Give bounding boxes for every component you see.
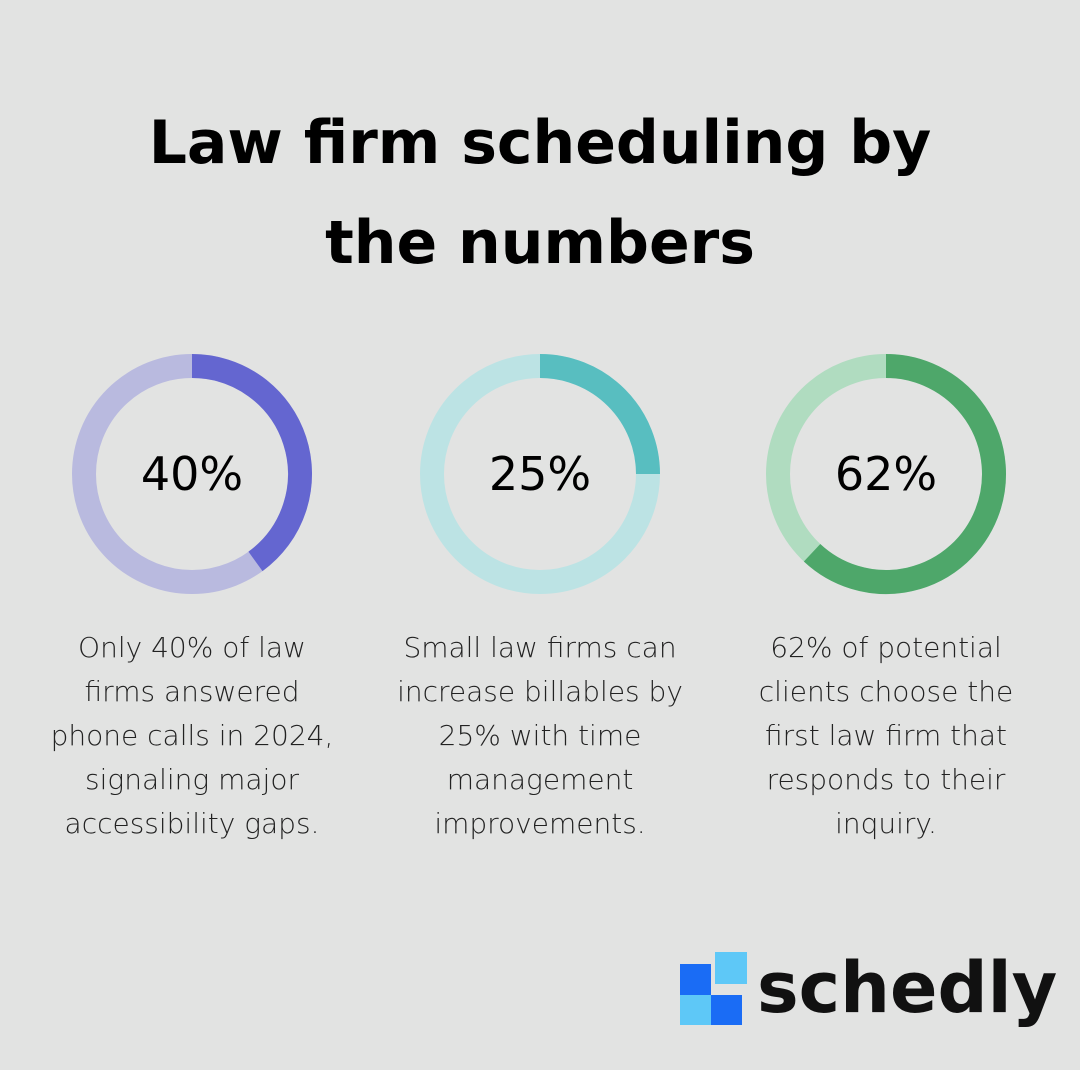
stat-description: first law firm that	[765, 719, 1007, 752]
logo-square	[680, 995, 711, 1025]
donut-arc	[803, 354, 1006, 594]
stat-description: clients choose the	[759, 675, 1013, 708]
stat-value: 40%	[141, 447, 243, 501]
stat-description: management	[447, 763, 634, 796]
logo-square	[711, 995, 742, 1025]
stat-value: 25%	[489, 447, 591, 501]
stat-description: 25% with time	[439, 719, 642, 752]
stat-description: accessibility gaps.	[65, 807, 320, 840]
stat-description: responds to their	[767, 763, 1006, 796]
stat-description: 62% of potential	[770, 631, 1002, 664]
logo: schedly	[680, 947, 1057, 1029]
stat-description: phone calls in 2024,	[51, 719, 334, 752]
stat-description: signaling major	[85, 763, 299, 796]
stat-description: improvements.	[434, 807, 645, 840]
stat-description: Only 40% of law	[78, 631, 306, 664]
donut-arc	[191, 354, 312, 572]
stat-description: inquiry.	[835, 807, 937, 840]
title: Law firm scheduling by the numbers	[149, 108, 932, 278]
stat-description: increase billables by	[397, 675, 683, 708]
donut-arc	[539, 354, 660, 475]
logo-square	[680, 964, 711, 995]
logo-square	[715, 952, 747, 984]
stat-value: 62%	[835, 447, 937, 501]
stat-description: firms answered	[85, 675, 300, 708]
stat-description: Small law firms can	[403, 631, 676, 664]
brand-name: schedly	[757, 947, 1057, 1029]
